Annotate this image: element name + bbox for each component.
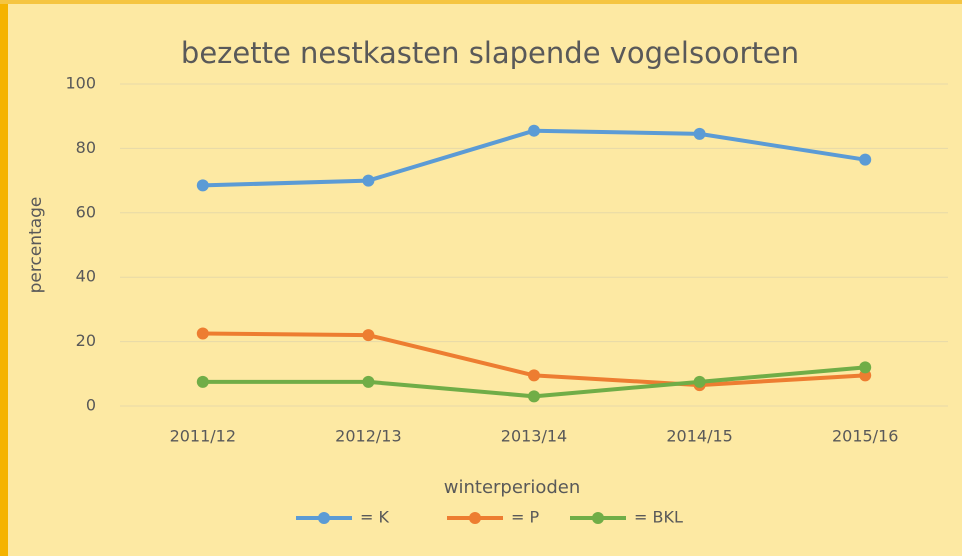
- chart-border: [0, 0, 962, 4]
- x-tick-label: 2013/14: [501, 427, 567, 446]
- x-tick-label: 2011/12: [170, 427, 236, 446]
- legend-label: = P: [511, 508, 539, 527]
- y-tick-label: 80: [76, 138, 96, 157]
- data-point: [362, 375, 375, 388]
- data-point: [528, 369, 540, 382]
- data-point: [859, 153, 872, 166]
- legend-marker: [592, 512, 604, 524]
- y-tick-label: 0: [86, 396, 96, 415]
- data-point: [196, 327, 209, 340]
- x-tick-label: 2012/13: [335, 427, 401, 446]
- data-point: [362, 174, 375, 187]
- data-point: [859, 361, 872, 374]
- y-tick-label: 100: [65, 74, 96, 93]
- x-tick-label: 2015/16: [832, 427, 898, 446]
- legend-marker: [318, 512, 330, 524]
- y-tick-label: 60: [76, 202, 96, 221]
- data-point: [528, 124, 540, 137]
- chart-border: [0, 0, 8, 556]
- data-point: [528, 390, 540, 403]
- data-point: [693, 375, 706, 388]
- x-axis-label: winterperioden: [444, 477, 581, 498]
- data-point: [693, 127, 706, 140]
- data-point: [362, 329, 375, 342]
- legend-marker: [469, 512, 481, 524]
- legend-label: = BKL: [634, 508, 683, 527]
- data-point: [196, 375, 209, 388]
- x-tick-label: 2014/15: [666, 427, 732, 446]
- y-tick-label: 20: [76, 331, 96, 350]
- legend-label: = K: [360, 508, 389, 527]
- data-point: [196, 179, 209, 192]
- y-tick-label: 40: [76, 267, 96, 286]
- y-axis-label: percentage: [26, 197, 46, 294]
- chart-title: bezette nestkasten slapende vogelsoorten: [181, 36, 799, 70]
